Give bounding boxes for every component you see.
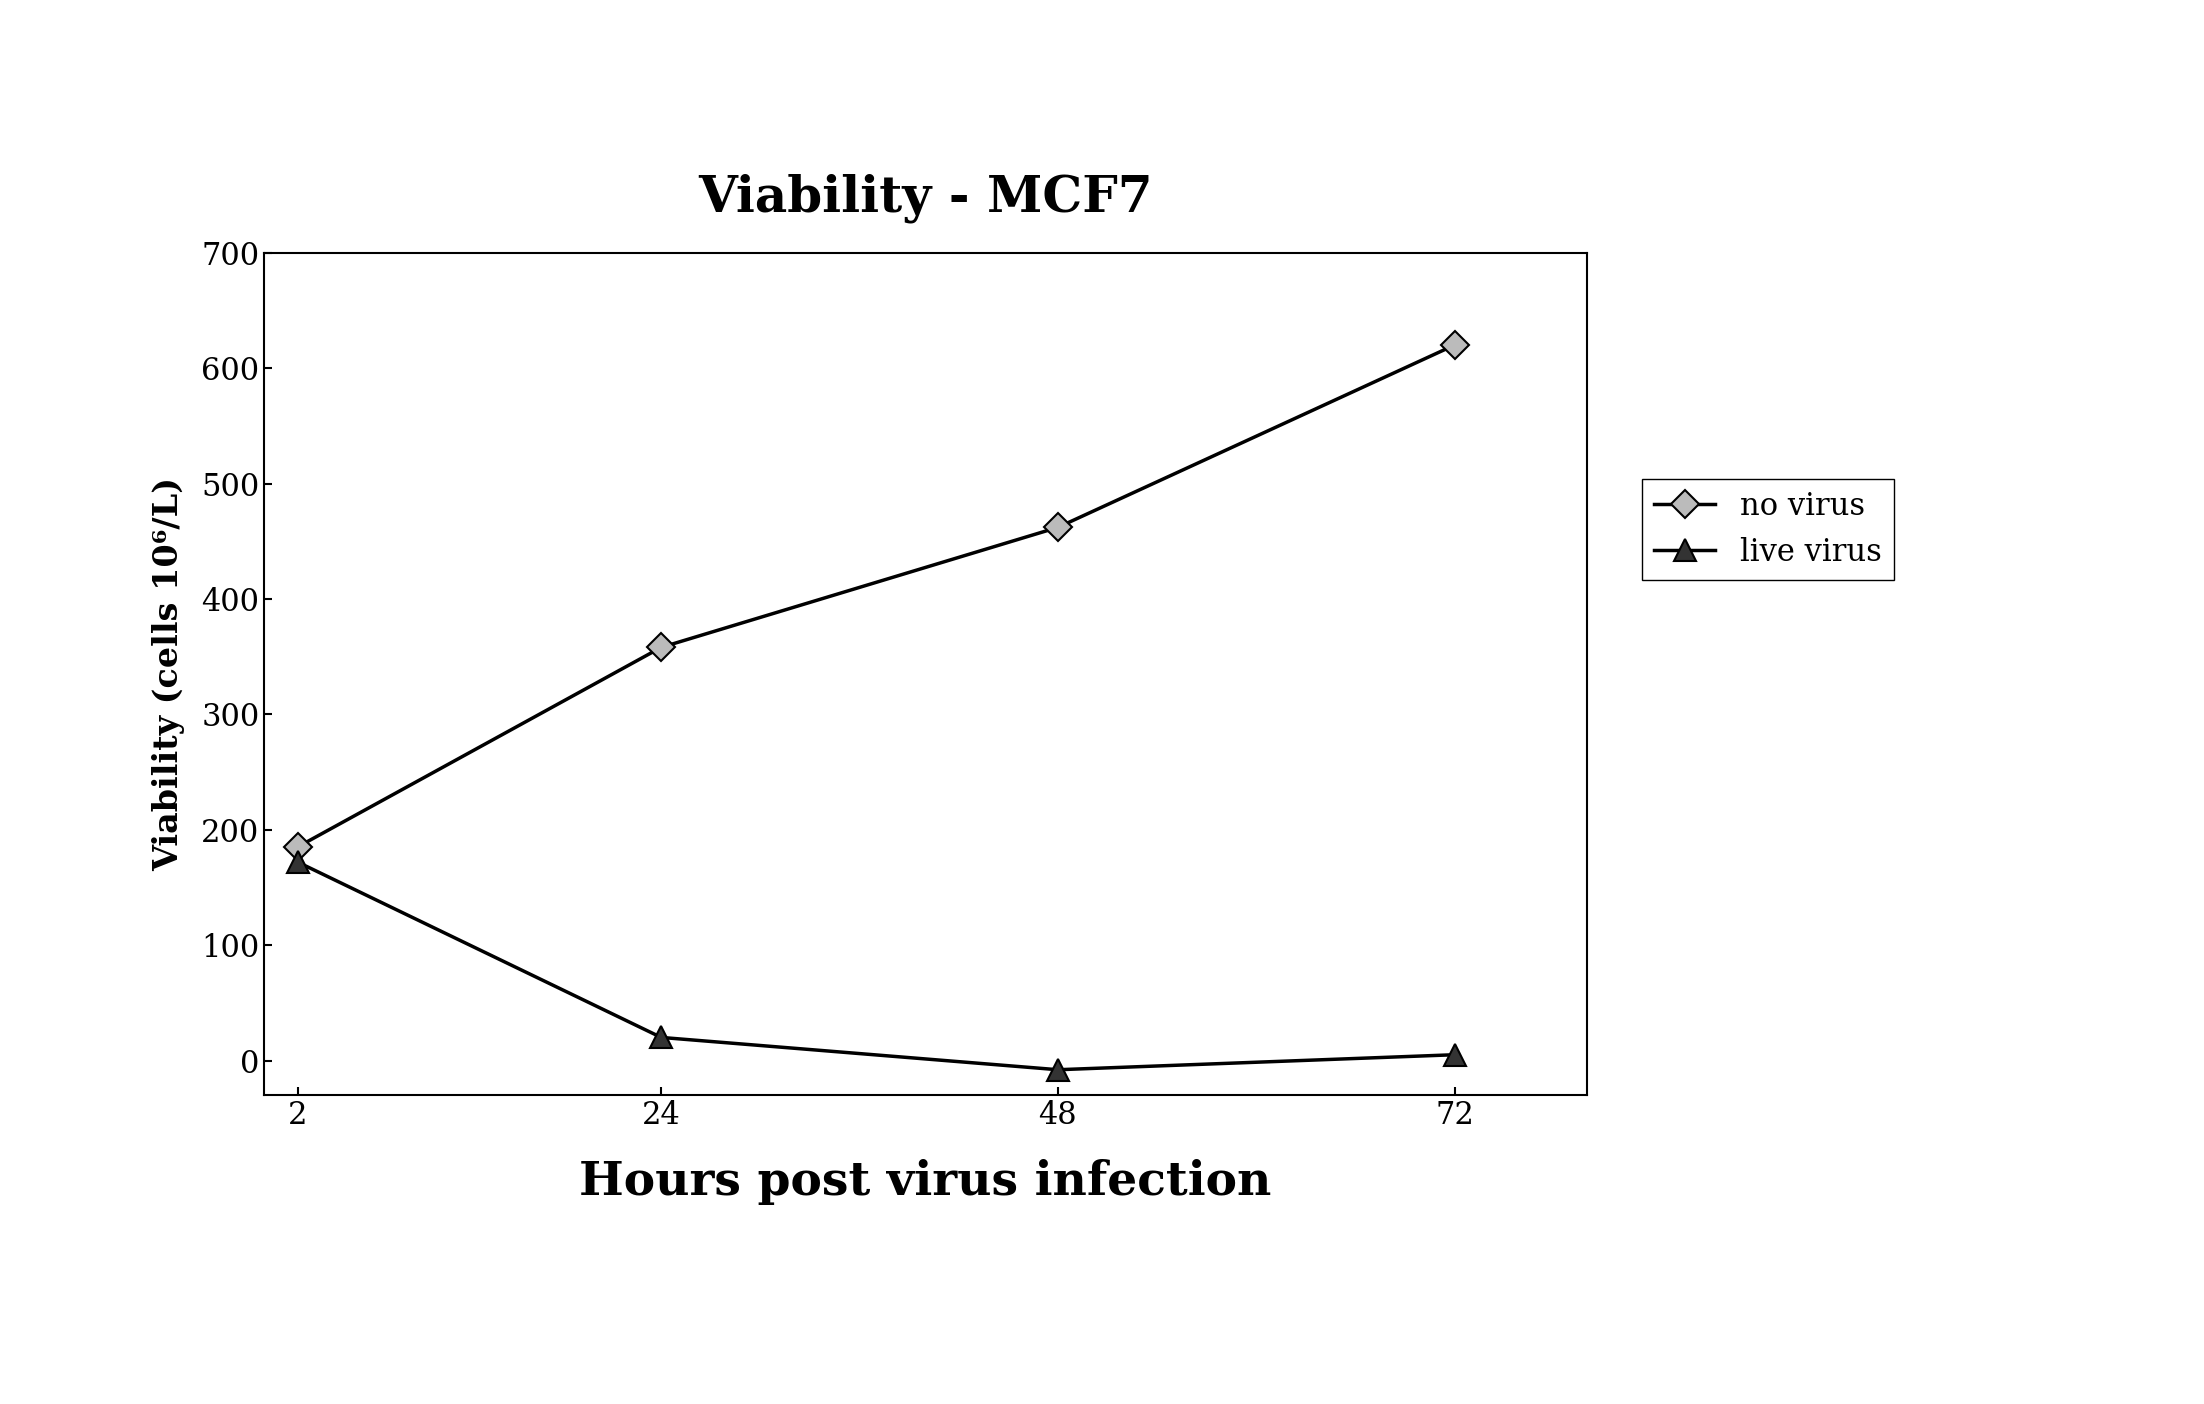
Y-axis label: Viability (cells 10⁶/L): Viability (cells 10⁶/L) bbox=[152, 477, 185, 870]
live virus bbox=[1045, 1061, 1071, 1078]
Line: no virus: no virus bbox=[289, 336, 1463, 856]
Legend: no virus, live virus: no virus, live virus bbox=[1642, 479, 1893, 580]
no virus bbox=[284, 838, 311, 855]
X-axis label: Hours post virus infection: Hours post virus infection bbox=[580, 1158, 1272, 1205]
Title: Viability - MCF7: Viability - MCF7 bbox=[699, 173, 1153, 223]
live virus bbox=[1441, 1046, 1468, 1063]
no virus bbox=[1441, 337, 1468, 354]
no virus bbox=[1045, 519, 1071, 536]
no virus bbox=[648, 639, 674, 656]
Line: live virus: live virus bbox=[287, 851, 1466, 1081]
live virus bbox=[648, 1029, 674, 1046]
live virus bbox=[284, 854, 311, 870]
